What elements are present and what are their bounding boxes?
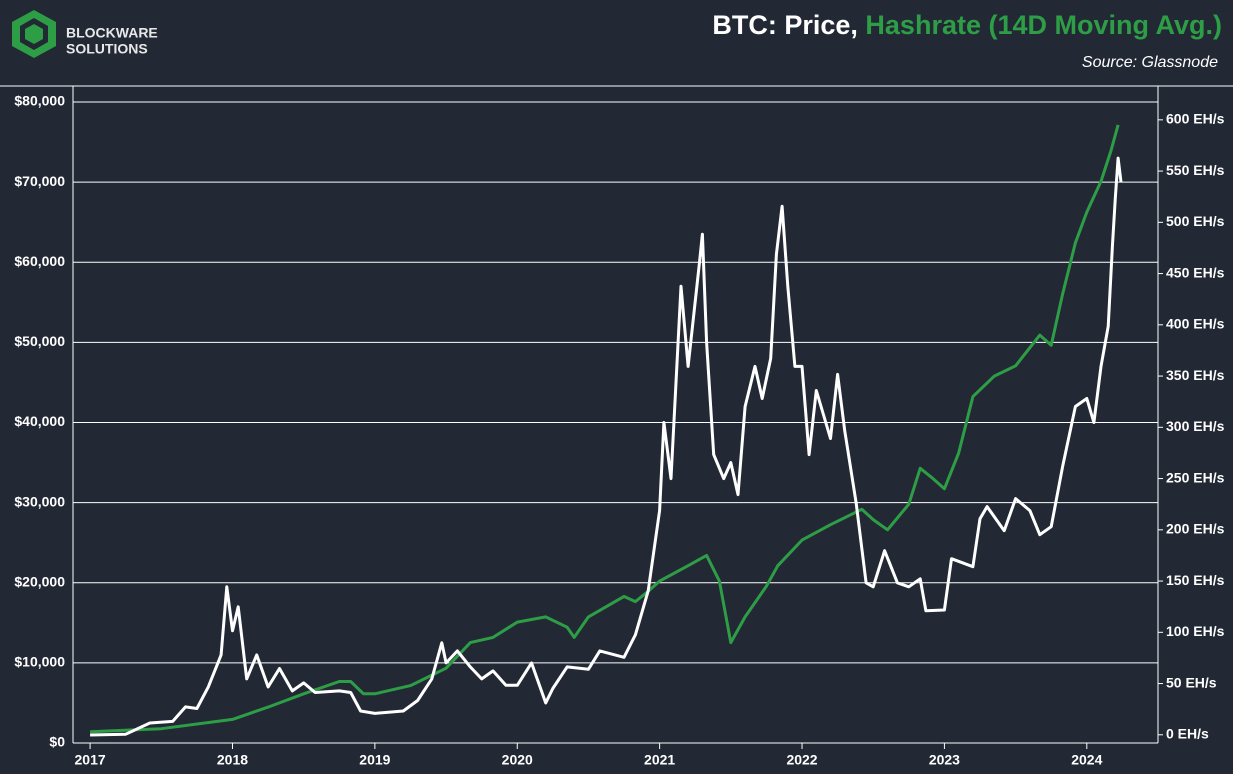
title-part: BTC: Price, bbox=[712, 10, 858, 40]
x-tick-label: 2017 bbox=[75, 752, 106, 768]
y-tick-label: $70,000 bbox=[14, 173, 65, 189]
series-line bbox=[90, 156, 1123, 737]
y2-tick-label: 450 EH/s bbox=[1166, 264, 1225, 280]
y-tick-label: $0 bbox=[49, 734, 65, 750]
y2-tick-label: 0 EH/s bbox=[1166, 726, 1209, 742]
series-line bbox=[90, 124, 1120, 734]
y-tick-label: $20,000 bbox=[14, 573, 65, 589]
y2-tick-label: 350 EH/s bbox=[1166, 367, 1225, 383]
y-tick-label: $30,000 bbox=[14, 493, 65, 509]
x-tick-label: 2024 bbox=[1071, 752, 1102, 768]
y2-tick-label: 50 EH/s bbox=[1166, 674, 1217, 690]
subtitle: Source: Glassnode bbox=[1082, 54, 1218, 71]
x-tick-label: 2020 bbox=[502, 752, 533, 768]
y2-tick-label: 500 EH/s bbox=[1166, 213, 1225, 229]
chart-title: BTC: Price, Hashrate (14D Moving Avg.) bbox=[712, 10, 1222, 40]
y-tick-label: $60,000 bbox=[14, 253, 65, 269]
x-tick-label: 2018 bbox=[217, 752, 248, 768]
logo-icon-core bbox=[25, 24, 43, 44]
y-tick-label: $40,000 bbox=[14, 413, 65, 429]
y2-tick-label: 250 EH/s bbox=[1166, 469, 1225, 485]
x-tick-label: 2022 bbox=[786, 752, 817, 768]
y2-tick-label: 400 EH/s bbox=[1166, 316, 1225, 332]
y2-tick-label: 200 EH/s bbox=[1166, 521, 1225, 537]
x-tick-label: 2021 bbox=[644, 752, 675, 768]
y2-tick-label: 300 EH/s bbox=[1166, 418, 1225, 434]
x-tick-label: 2023 bbox=[929, 752, 960, 768]
y2-tick-label: 100 EH/s bbox=[1166, 623, 1225, 639]
logo-text: BLOCKWARE bbox=[66, 25, 158, 41]
y2-tick-label: 600 EH/s bbox=[1166, 111, 1225, 127]
y2-tick-label: 150 EH/s bbox=[1166, 572, 1225, 588]
title-part: Hashrate (14D Moving Avg.) bbox=[865, 10, 1222, 40]
y-tick-label: $80,000 bbox=[14, 93, 65, 109]
y-tick-label: $10,000 bbox=[14, 654, 65, 670]
y2-tick-label: 550 EH/s bbox=[1166, 162, 1225, 178]
logo-text: SOLUTIONS bbox=[66, 41, 148, 57]
y-tick-label: $50,000 bbox=[14, 333, 65, 349]
x-tick-label: 2019 bbox=[359, 752, 390, 768]
logo: BLOCKWARE SOLUTIONS bbox=[12, 10, 158, 58]
